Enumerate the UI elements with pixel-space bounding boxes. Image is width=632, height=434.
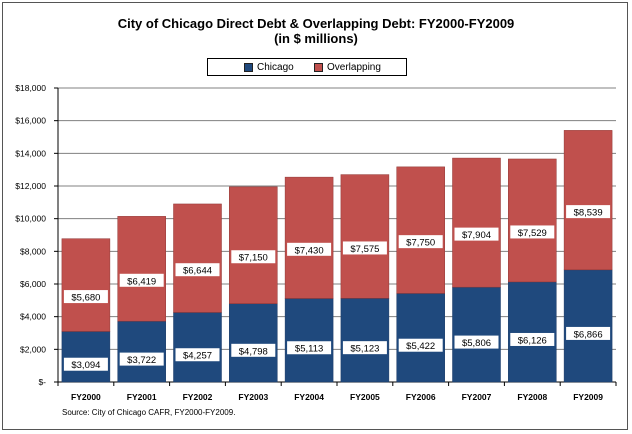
data-label-bg-chicago <box>175 348 220 362</box>
bar-chicago <box>508 281 557 383</box>
data-label-overlapping: $7,750 <box>406 238 435 249</box>
legend-swatch-chicago <box>244 63 253 72</box>
x-tick-label: FY2005 <box>350 392 380 402</box>
bar-overlapping <box>563 130 613 271</box>
x-tick-label: FY2006 <box>406 392 436 402</box>
legend-item-chicago: Chicago <box>244 62 294 73</box>
data-label-bg-overlapping <box>287 242 332 256</box>
bar-overlapping <box>508 158 557 283</box>
y-tick-label: $8,000 <box>20 246 46 256</box>
bar-chicago <box>452 286 501 383</box>
data-label-bg-chicago <box>566 326 611 340</box>
data-label-chicago: $5,422 <box>406 341 435 352</box>
data-label-overlapping: $7,150 <box>239 253 268 264</box>
data-label-chicago: $4,257 <box>183 351 212 362</box>
data-label-chicago: $3,722 <box>127 355 156 366</box>
bar-chicago <box>173 312 222 383</box>
data-label-overlapping: $7,575 <box>350 244 379 255</box>
data-label-chicago: $3,094 <box>71 360 100 371</box>
data-label-overlapping: $5,680 <box>71 293 100 304</box>
data-label-bg-chicago <box>287 341 332 355</box>
data-label-bg-overlapping <box>566 205 611 219</box>
bar-overlapping <box>284 176 334 299</box>
bar-overlapping <box>229 186 278 304</box>
chart-title: City of Chicago Direct Debt & Overlappin… <box>117 16 515 31</box>
y-tick-label: $12,000 <box>15 181 46 191</box>
y-tick-label: $2,000 <box>20 344 46 354</box>
x-tick-label: FY2008 <box>517 392 547 402</box>
y-tick-label: $16,000 <box>15 116 46 126</box>
data-label-chicago: $5,806 <box>462 338 491 349</box>
bar-chicago <box>61 331 111 383</box>
legend-label-chicago: Chicago <box>257 62 294 73</box>
legend-item-overlapping: Overlapping <box>314 62 381 73</box>
x-tick-label: FY2000 <box>71 392 101 402</box>
x-tick-label: FY2007 <box>462 392 492 402</box>
bar-overlapping <box>117 216 166 322</box>
data-label-overlapping: $6,419 <box>127 276 156 287</box>
x-tick-label: FY2003 <box>238 392 268 402</box>
y-tick-label: $- <box>38 377 46 387</box>
data-label-bg-overlapping <box>175 263 220 277</box>
data-label-bg-chicago <box>398 338 443 352</box>
legend: Chicago Overlapping <box>207 58 407 76</box>
bar-overlapping <box>452 157 501 288</box>
data-label-overlapping: $7,904 <box>462 230 491 241</box>
bar-overlapping <box>340 174 390 299</box>
x-tick-label: FY2009 <box>573 392 603 402</box>
data-label-bg-overlapping <box>119 273 164 287</box>
legend-label-overlapping: Overlapping <box>327 62 381 73</box>
x-tick-label: FY2004 <box>294 392 324 402</box>
y-tick-label: $14,000 <box>15 148 46 158</box>
bar-chicago <box>396 293 445 383</box>
data-label-bg-overlapping <box>63 290 108 304</box>
data-label-overlapping: $7,529 <box>518 228 547 239</box>
data-label-bg-chicago <box>510 332 555 346</box>
bar-chicago <box>563 269 613 383</box>
data-label-bg-chicago <box>231 343 276 357</box>
data-label-bg-overlapping <box>342 241 387 255</box>
data-label-chicago: $5,123 <box>350 344 379 355</box>
bar-chicago <box>340 298 390 383</box>
data-label-bg-chicago <box>454 335 499 349</box>
bar-chicago <box>117 320 166 383</box>
data-label-overlapping: $6,644 <box>183 266 212 277</box>
x-tick-label: FY2001 <box>127 392 157 402</box>
data-label-bg-chicago <box>63 357 108 371</box>
data-label-chicago: $6,866 <box>574 329 603 340</box>
y-tick-label: $10,000 <box>15 214 46 224</box>
legend-swatch-overlapping <box>314 63 323 72</box>
y-tick-label: $18,000 <box>15 83 46 93</box>
data-label-bg-overlapping <box>398 235 443 249</box>
y-tick-label: $6,000 <box>20 279 46 289</box>
bar-overlapping <box>61 238 111 332</box>
data-label-bg-chicago <box>119 352 164 366</box>
x-tick-label: FY2002 <box>183 392 213 402</box>
bar-overlapping <box>173 203 222 313</box>
bar-overlapping <box>396 166 445 294</box>
data-label-chicago: $5,113 <box>295 344 323 355</box>
source-note: Source: City of Chicago CAFR, FY2000-FY2… <box>62 408 236 417</box>
bar-chicago <box>284 298 334 383</box>
data-label-chicago: $4,798 <box>239 346 268 357</box>
data-label-chicago: $6,126 <box>518 335 547 346</box>
data-label-bg-overlapping <box>231 250 276 264</box>
data-label-bg-chicago <box>342 341 387 355</box>
data-label-bg-overlapping <box>454 227 499 241</box>
data-label-overlapping: $8,539 <box>574 208 603 219</box>
data-label-overlapping: $7,430 <box>295 245 324 256</box>
data-label-bg-overlapping <box>510 225 555 239</box>
bar-chicago <box>229 303 278 383</box>
chart-subtitle: (in $ millions) <box>274 31 358 46</box>
y-tick-label: $4,000 <box>20 312 46 322</box>
